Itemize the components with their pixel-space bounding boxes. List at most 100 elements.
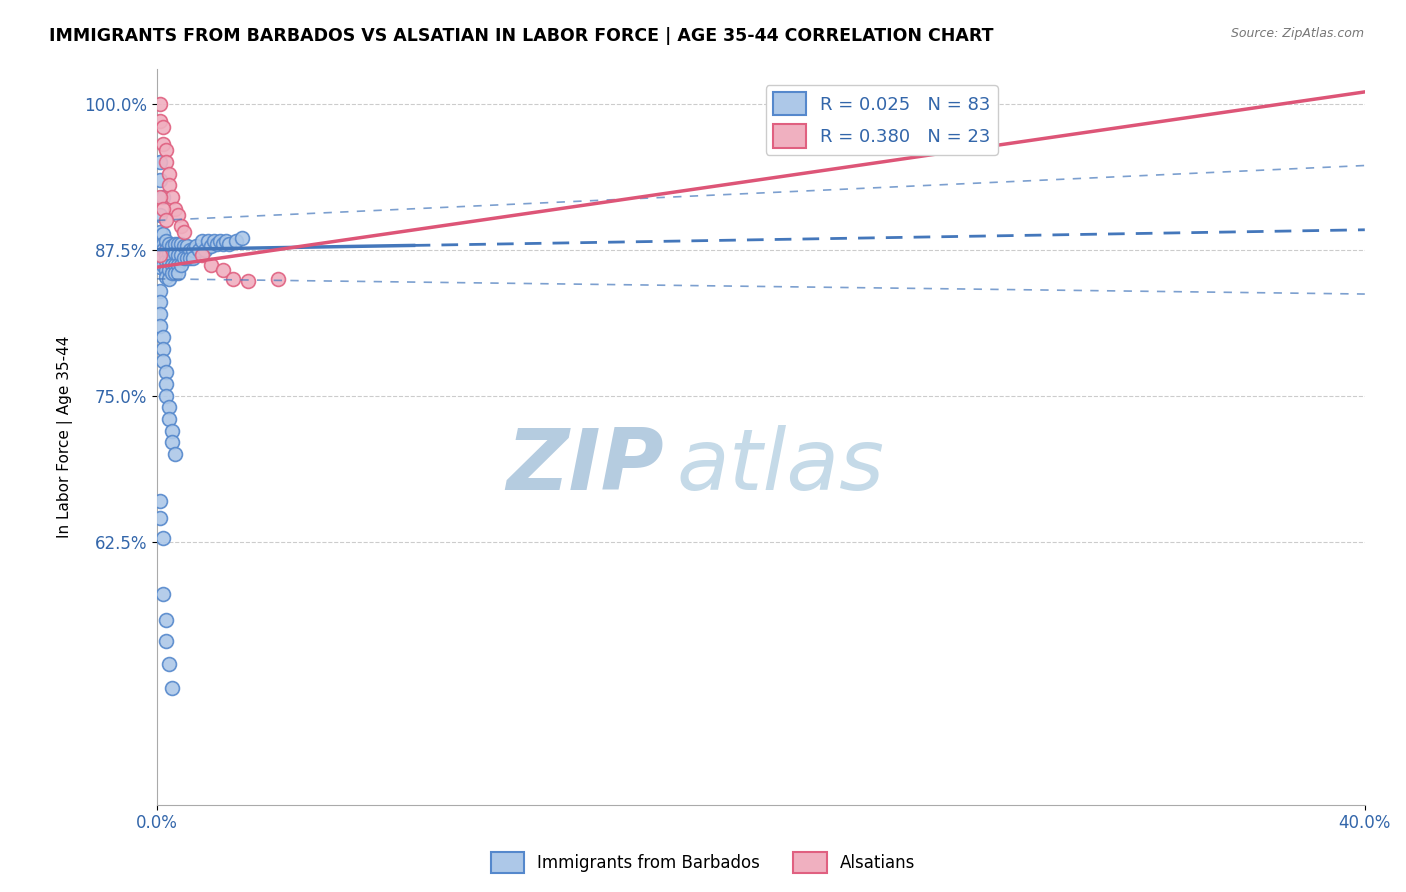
Point (207, 236, 229, 251)
Point (157, 272, 180, 286)
Point (155, 634, 177, 648)
Point (167, 236, 190, 251)
Point (149, 307, 172, 321)
Y-axis label: In Labor Force | Age 35-44: In Labor Force | Age 35-44 (58, 335, 73, 538)
Point (152, 342, 174, 356)
Point (197, 235, 219, 249)
Point (181, 251, 204, 265)
Point (157, 657, 180, 672)
Point (155, 213, 177, 227)
Text: IMMIGRANTS FROM BARBADOS VS ALSATIAN IN LABOR FORCE | AGE 35-44 CORRELATION CHAR: IMMIGRANTS FROM BARBADOS VS ALSATIAN IN … (49, 27, 994, 45)
Point (149, 190, 172, 204)
Point (212, 262, 235, 277)
Point (155, 389, 177, 403)
Legend: Immigrants from Barbados, Alsatians: Immigrants from Barbados, Alsatians (484, 846, 922, 880)
Point (181, 243, 204, 257)
Point (170, 219, 193, 234)
Point (165, 258, 187, 272)
Point (170, 258, 193, 272)
Text: ZIP: ZIP (506, 425, 664, 508)
Point (149, 260, 172, 275)
Point (173, 239, 195, 253)
Text: Source: ZipAtlas.com: Source: ZipAtlas.com (1230, 27, 1364, 40)
Point (157, 401, 180, 415)
Point (160, 424, 183, 438)
Point (202, 235, 225, 249)
Point (155, 262, 177, 277)
Point (236, 274, 259, 288)
Point (155, 155, 177, 169)
Point (160, 681, 183, 695)
Point (165, 447, 187, 461)
Point (179, 251, 201, 265)
Point (152, 587, 174, 601)
Point (173, 225, 195, 239)
Point (155, 248, 177, 262)
Point (149, 243, 172, 257)
Point (149, 511, 172, 525)
Point (152, 330, 174, 344)
Point (167, 208, 190, 222)
Point (165, 202, 187, 216)
Point (167, 258, 190, 272)
Point (225, 235, 247, 249)
Point (155, 377, 177, 392)
Point (152, 190, 174, 204)
Point (157, 246, 180, 260)
Point (176, 239, 198, 253)
Point (160, 258, 183, 272)
Point (160, 435, 183, 450)
Point (218, 236, 240, 251)
Point (155, 613, 177, 627)
Point (179, 243, 201, 257)
Point (157, 236, 180, 251)
Point (157, 167, 180, 181)
Point (149, 295, 172, 310)
Point (165, 246, 187, 260)
Point (155, 243, 177, 257)
Point (149, 114, 172, 128)
Point (149, 225, 172, 239)
Point (209, 235, 232, 249)
Point (157, 262, 180, 277)
Point (231, 231, 253, 245)
Point (165, 266, 187, 280)
Point (149, 494, 172, 508)
Point (170, 236, 193, 251)
Point (155, 365, 177, 379)
Point (152, 120, 174, 134)
Point (149, 96, 172, 111)
Point (160, 248, 183, 262)
Point (149, 208, 172, 222)
Point (170, 248, 193, 262)
Point (194, 243, 217, 257)
Point (149, 318, 172, 333)
Point (157, 412, 180, 426)
Point (160, 190, 183, 204)
Point (149, 284, 172, 298)
Point (212, 236, 235, 251)
Point (176, 251, 198, 265)
Point (155, 254, 177, 268)
Point (152, 258, 174, 272)
Point (157, 178, 180, 193)
Point (155, 144, 177, 158)
Point (200, 239, 222, 253)
Point (200, 258, 222, 272)
Point (167, 266, 190, 280)
Point (157, 254, 180, 268)
Point (149, 248, 172, 262)
Point (160, 239, 183, 253)
Point (152, 243, 174, 257)
Point (152, 353, 174, 368)
Point (152, 531, 174, 545)
Text: atlas: atlas (676, 425, 884, 508)
Point (160, 266, 183, 280)
Point (152, 236, 174, 251)
Point (191, 235, 214, 249)
Point (152, 227, 174, 242)
Point (186, 239, 208, 253)
Point (215, 235, 238, 249)
Point (149, 172, 172, 186)
Point (173, 251, 195, 265)
